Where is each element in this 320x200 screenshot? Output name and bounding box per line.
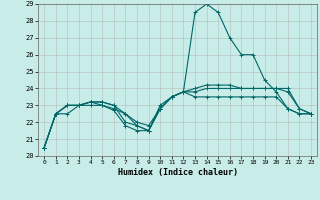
X-axis label: Humidex (Indice chaleur): Humidex (Indice chaleur) bbox=[118, 168, 238, 177]
